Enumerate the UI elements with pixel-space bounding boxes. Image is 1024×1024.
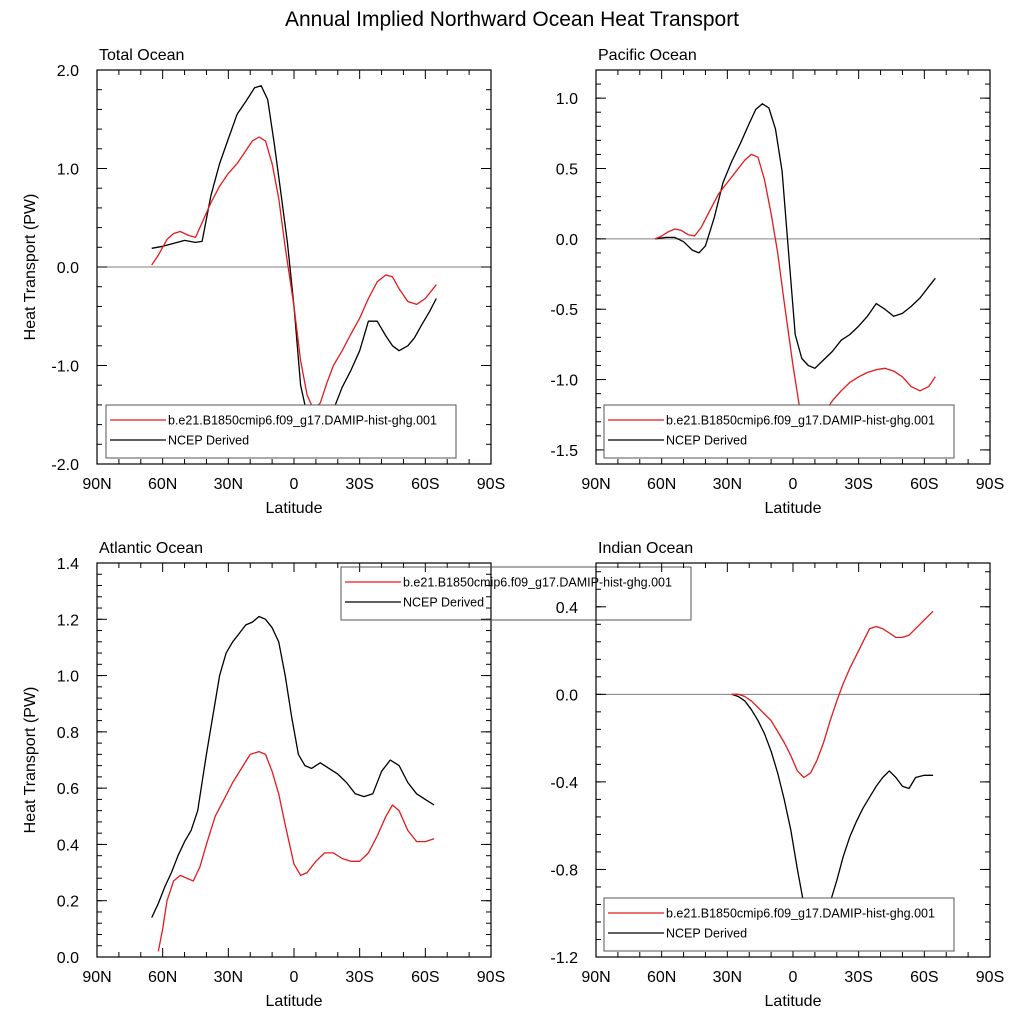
y-tick-label: 0.0 (556, 232, 578, 249)
legend-label-ncep: NCEP Derived (168, 434, 249, 448)
x-tick-label: 90N (581, 476, 610, 493)
y-tick-label: -1.0 (550, 373, 578, 390)
x-tick-label: 90S (976, 969, 1004, 986)
y-tick-label: 1.0 (57, 669, 79, 686)
series-line-model (157, 750, 435, 952)
x-axis-label: Latitude (266, 500, 323, 517)
y-tick-label: 0.4 (556, 600, 578, 617)
series-line-ncep (151, 85, 437, 434)
series-line-ncep (731, 693, 934, 925)
series-line-ncep (655, 103, 936, 369)
legend-label-ncep: NCEP Derived (666, 927, 747, 941)
legend-box (340, 566, 692, 621)
y-tick-label: 0.2 (57, 894, 79, 911)
y-tick-label: 0.4 (57, 837, 79, 854)
x-axis-label: Latitude (266, 993, 323, 1010)
panels: Total Ocean 90N 60N 30N 0 30S 60S 90S Latitude -2… (22, 47, 1004, 1010)
x-tick-label: 30S (844, 476, 872, 493)
x-tick-label: 90N (82, 969, 111, 986)
x-tick-label: 30S (844, 969, 872, 986)
y-tick-label: -0.5 (550, 302, 578, 319)
y-tick-label: -0.8 (550, 862, 578, 879)
x-tick-label: 90N (581, 969, 610, 986)
x-tick-label: 30N (713, 969, 742, 986)
legend: b.e21.B1850cmip6.f09_g17.DAMIP-hist-ghg.… (603, 404, 955, 459)
legend-label-model: b.e21.B1850cmip6.f09_g17.DAMIP-hist-ghg.… (168, 414, 437, 428)
y-tick-label: -0.4 (550, 775, 578, 792)
x-tick-label: 60S (910, 969, 938, 986)
panel-title: Atlantic Ocean (99, 540, 203, 557)
x-tick-label: 0 (789, 476, 798, 493)
y-tick-label: 0.5 (556, 162, 578, 179)
x-tick-label: 30S (345, 969, 373, 986)
x-tick-label: 90S (477, 476, 505, 493)
panel-title: Pacific Ocean (598, 47, 697, 64)
plot-frame (96, 562, 492, 958)
legend-label-model: b.e21.B1850cmip6.f09_g17.DAMIP-hist-ghg.… (403, 576, 672, 590)
y-tick-label: -1.0 (51, 359, 79, 376)
panel-3: Atlantic Ocean 90N 60N 30N 0 30S 60S 90S Latitud… (22, 540, 692, 1010)
y-tick-label: -1.5 (550, 443, 578, 460)
panel-title: Indian Ocean (598, 540, 693, 557)
x-tick-label: 90N (82, 476, 111, 493)
y-tick-label: 0.0 (57, 950, 79, 967)
panel-2: Pacific Ocean 90N 60N 30N 0 30S 60S 90S Latitude… (550, 47, 1004, 517)
panel-4: Indian Ocean 90N 60N 30N 0 30S 60S 90S Latitude -… (550, 540, 1004, 1010)
x-tick-label: 90S (976, 476, 1004, 493)
series-line-model (654, 153, 936, 430)
x-tick-label: 60S (411, 969, 439, 986)
y-tick-label: 0.0 (556, 687, 578, 704)
legend: b.e21.B1850cmip6.f09_g17.DAMIP-hist-ghg.… (105, 404, 457, 459)
x-tick-label: 0 (789, 969, 798, 986)
x-tick-label: 60N (647, 969, 676, 986)
panel-title: Total Ocean (99, 47, 184, 64)
series-line-model (731, 610, 934, 779)
x-tick-label: 60N (647, 476, 676, 493)
x-axis-label: Latitude (765, 500, 822, 517)
x-tick-label: 30N (214, 476, 243, 493)
x-tick-label: 90S (477, 969, 505, 986)
legend: b.e21.B1850cmip6.f09_g17.DAMIP-hist-ghg.… (603, 897, 955, 952)
legend-label-ncep: NCEP Derived (666, 434, 747, 448)
y-axis-label: Heat Transport (PW) (22, 687, 39, 834)
x-tick-label: 0 (290, 476, 299, 493)
legend-label-ncep: NCEP Derived (403, 596, 484, 610)
y-tick-label: 0.6 (57, 781, 79, 798)
y-tick-label: 0.0 (57, 260, 79, 277)
legend-label-model: b.e21.B1850cmip6.f09_g17.DAMIP-hist-ghg.… (666, 414, 935, 428)
y-tick-label: 2.0 (57, 63, 79, 80)
x-tick-label: 30N (713, 476, 742, 493)
y-tick-label: 1.0 (556, 91, 578, 108)
y-tick-label: 1.4 (57, 556, 79, 573)
legend-box (603, 897, 955, 952)
series-line-ncep (151, 615, 435, 918)
x-tick-label: 30N (214, 969, 243, 986)
panel-1: Total Ocean 90N 60N 30N 0 30S 60S 90S Latitude -2… (22, 47, 505, 517)
y-axis-label: Heat Transport (PW) (22, 194, 39, 341)
x-tick-label: 60N (148, 476, 177, 493)
figure-title: Annual Implied Northward Ocean Heat Tran… (285, 8, 739, 31)
y-tick-label: -1.2 (550, 950, 578, 967)
legend: b.e21.B1850cmip6.f09_g17.DAMIP-hist-ghg.… (340, 566, 692, 621)
y-tick-label: 1.0 (57, 162, 79, 179)
series-line-model (151, 136, 437, 411)
x-tick-label: 60S (411, 476, 439, 493)
x-tick-label: 30S (345, 476, 373, 493)
x-axis-label: Latitude (765, 993, 822, 1010)
y-tick-label: 1.2 (57, 612, 79, 629)
x-tick-label: 60N (148, 969, 177, 986)
y-tick-label: -2.0 (51, 457, 79, 474)
legend-box (603, 404, 955, 459)
legend-box (105, 404, 457, 459)
legend-label-model: b.e21.B1850cmip6.f09_g17.DAMIP-hist-ghg.… (666, 907, 935, 921)
x-tick-label: 0 (290, 969, 299, 986)
y-tick-label: 0.8 (57, 725, 79, 742)
x-tick-label: 60S (910, 476, 938, 493)
